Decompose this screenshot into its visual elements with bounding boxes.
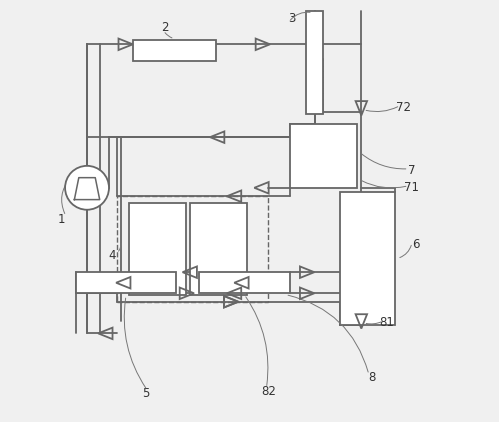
Bar	[306, 11, 323, 114]
Text: 72: 72	[396, 101, 411, 114]
Bar	[117, 196, 268, 302]
Text: 2: 2	[161, 21, 169, 34]
Polygon shape	[74, 178, 100, 200]
Text: 82: 82	[261, 385, 276, 398]
Text: 6: 6	[413, 238, 420, 251]
Text: 4: 4	[109, 249, 116, 262]
Bar	[191, 203, 248, 295]
Text: 7: 7	[408, 165, 416, 177]
Bar	[129, 203, 186, 295]
Circle shape	[65, 166, 109, 210]
Text: 71: 71	[405, 181, 420, 194]
Bar	[76, 272, 176, 293]
Text: 8: 8	[368, 371, 376, 384]
Text: 5: 5	[142, 387, 150, 400]
Bar	[199, 272, 289, 293]
Bar	[340, 192, 395, 325]
Text: 1: 1	[58, 213, 65, 226]
Bar	[133, 40, 216, 61]
Text: 3: 3	[288, 13, 295, 25]
Bar	[289, 124, 357, 188]
Text: 81: 81	[379, 316, 394, 329]
